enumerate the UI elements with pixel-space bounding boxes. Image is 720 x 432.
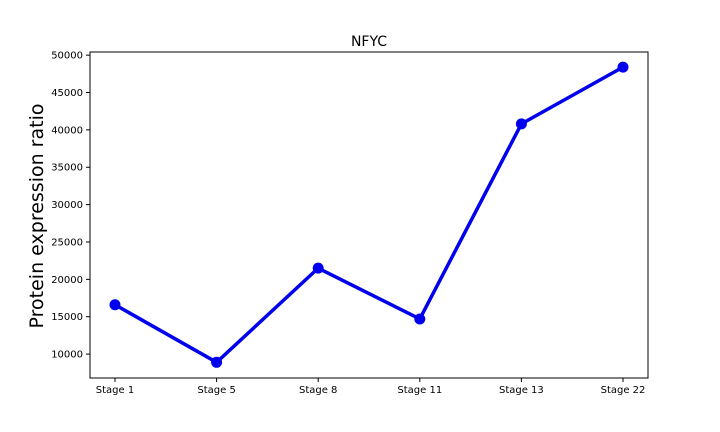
data-point — [617, 61, 629, 73]
x-tick-label: Stage 22 — [601, 385, 646, 396]
y-axis-label: Protein expression ratio — [26, 104, 48, 329]
y-tick-label: 15000 — [51, 312, 83, 323]
x-tick-label: Stage 8 — [299, 385, 337, 396]
y-tick-label: 50000 — [51, 51, 83, 62]
data-point — [211, 356, 223, 368]
chart-title: NFYC — [351, 34, 387, 50]
y-tick-label: 10000 — [51, 350, 83, 361]
y-tick-label: 20000 — [51, 275, 83, 286]
x-tick-label: Stage 11 — [397, 385, 442, 396]
data-point — [312, 262, 324, 274]
y-tick-label: 30000 — [51, 200, 83, 211]
y-tick-label: 45000 — [51, 88, 83, 99]
y-tick-label: 35000 — [51, 163, 83, 174]
x-tick-label: Stage 5 — [197, 385, 235, 396]
plot-area-frame — [89, 51, 649, 379]
y-axis: 10000 15000 20000 25000 30000 35000 40000 45000… — [51, 51, 90, 361]
y-tick-label: 25000 — [51, 237, 83, 248]
y-tick-label: 40000 — [51, 125, 83, 136]
data-point — [414, 313, 426, 325]
series-line — [114, 65, 624, 365]
x-tick-label: Stage 13 — [499, 385, 544, 396]
x-tick-label: Stage 1 — [96, 385, 134, 396]
x-axis: Stage 1 Stage 5 Stage 8 Stage 11 Stage 13 Sta… — [96, 378, 646, 396]
data-point — [515, 118, 527, 130]
data-points — [109, 61, 629, 368]
data-point — [109, 299, 121, 311]
